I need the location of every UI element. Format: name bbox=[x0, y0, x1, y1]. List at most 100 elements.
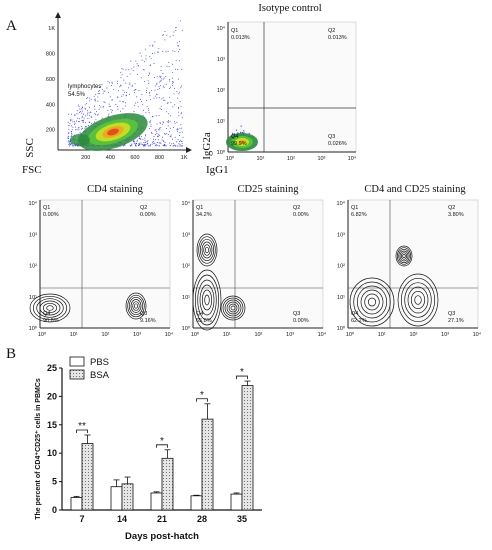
bar-xtick-label: 21 bbox=[157, 514, 167, 524]
contour-title-0: CD4 staining bbox=[87, 184, 143, 195]
contour-q2: Q2 bbox=[448, 205, 455, 211]
contour-q2-value: 3.80% bbox=[448, 212, 464, 218]
contour-ytick: 10⁴ bbox=[29, 200, 38, 207]
isotype-q1-value: 0.013% bbox=[231, 35, 250, 41]
contour-q1-value: 34.2% bbox=[196, 212, 212, 218]
isotype-ytick: 10⁴ bbox=[217, 25, 226, 32]
significance-bracket bbox=[156, 444, 168, 448]
bar-chart: 0 5 10 15 20 25 7 ** 14 21 * 28 * 35 * PBS BSA Days post-… bbox=[35, 356, 262, 542]
scatter-ytick: 600 bbox=[46, 77, 55, 83]
significance-bracket bbox=[236, 375, 248, 380]
bar-bsa bbox=[201, 418, 214, 511]
significance-bracket bbox=[76, 429, 88, 434]
contour-ytick: 10⁴ bbox=[182, 200, 191, 207]
contour-xtick: 10⁴ bbox=[318, 331, 327, 338]
contour-q3-value: 27.1% bbox=[448, 318, 464, 324]
contour-q4: Q4 bbox=[43, 311, 50, 317]
contour-q1-value: 6.82% bbox=[351, 212, 367, 218]
contour-q4-value: 65.8% bbox=[196, 318, 212, 324]
isotype-frame bbox=[227, 21, 357, 153]
contour-blob bbox=[349, 277, 395, 327]
isotype-q2-value: 0.013% bbox=[328, 35, 347, 41]
contour-ytick: 10² bbox=[337, 264, 345, 270]
contour-q3: Q3 bbox=[140, 311, 147, 317]
significance-mark: * bbox=[200, 390, 204, 401]
contour-ytick: 10⁰ bbox=[29, 325, 38, 332]
contour-xtick: 10⁰ bbox=[346, 331, 355, 338]
contour-q4-value: 90.8% bbox=[43, 318, 59, 324]
bar-ytick-label: 0 bbox=[52, 505, 57, 515]
bar-xtick-label: 28 bbox=[197, 514, 207, 524]
contour-blob bbox=[29, 293, 71, 323]
contour-ytick: 10⁴ bbox=[337, 200, 346, 207]
legend-swatch-pbs bbox=[69, 356, 85, 367]
bar-pbs bbox=[70, 497, 83, 511]
contour-ytick: 10³ bbox=[29, 232, 37, 238]
contour-q4: Q4 bbox=[196, 311, 203, 317]
isotype-ytick: 10¹ bbox=[217, 119, 225, 125]
bar-xtick-label: 14 bbox=[117, 514, 127, 524]
isotype-xtick: 10² bbox=[287, 156, 295, 162]
panel-label-b: B bbox=[6, 346, 17, 362]
scatter-xtick: 800 bbox=[155, 155, 164, 161]
isotype-dots bbox=[226, 125, 258, 151]
bar-ylabel: The percent of CD4⁺CD25⁺ cells in PBMCs bbox=[35, 378, 42, 520]
contour-xtick: 10¹ bbox=[223, 332, 231, 338]
contour-q1: Q1 bbox=[43, 205, 50, 211]
legend-label: BSA bbox=[90, 370, 110, 381]
panel-label-a: A bbox=[6, 18, 17, 34]
scatter-ytick: 200 bbox=[46, 128, 55, 134]
bar-ytick-label: 10 bbox=[47, 448, 57, 458]
contour-title-2: CD4 and CD25 staining bbox=[364, 184, 466, 195]
contour-frame bbox=[192, 199, 324, 329]
contour-xtick: 10³ bbox=[286, 332, 294, 338]
isotype-title: Isotype control bbox=[258, 3, 322, 14]
significance-mark: * bbox=[240, 367, 244, 378]
contour-ytick: 10³ bbox=[337, 232, 345, 238]
contour-q1: Q1 bbox=[351, 205, 358, 211]
gate-name: lymphocytes bbox=[68, 84, 101, 90]
bar-pbs bbox=[110, 486, 123, 511]
legend-label: PBS bbox=[90, 357, 109, 368]
bar-bsa bbox=[121, 483, 134, 511]
significance-mark: ** bbox=[78, 421, 86, 432]
contour-ytick: 10³ bbox=[182, 232, 190, 238]
contour-frame bbox=[39, 199, 171, 329]
isotype-xlabel: IgG1 bbox=[206, 164, 229, 176]
isotype-xtick: 10¹ bbox=[256, 156, 264, 162]
contour-blob bbox=[196, 233, 218, 267]
scatter-xtick: 600 bbox=[130, 155, 139, 161]
bar-xtick-label: 7 bbox=[79, 514, 84, 524]
isotype-xtick: 10⁴ bbox=[348, 155, 357, 162]
contour-xtick: 10² bbox=[254, 332, 262, 338]
contour-xtick: 10² bbox=[101, 332, 109, 338]
contour-xtick: 10¹ bbox=[378, 332, 386, 338]
gate-percent: 54.5% bbox=[68, 92, 86, 98]
contour-q2-value: 0.00% bbox=[140, 212, 156, 218]
contour-q1-value: 0.00% bbox=[43, 212, 59, 218]
bar-xtick-label: 35 bbox=[237, 514, 247, 524]
isotype-q3: Q3 bbox=[328, 134, 335, 140]
scatter-plot-fsc-ssc: lymphocytes 54.5% 200 400 600 800 1K 200 400 600 8… bbox=[46, 12, 192, 161]
scatter-xtick: 1K bbox=[181, 155, 188, 161]
isotype-xtick: 10³ bbox=[317, 156, 325, 162]
contour-xtick: 10⁴ bbox=[165, 331, 174, 338]
contour-q4: Q4 bbox=[351, 311, 358, 317]
scatter-xlabel: FSC bbox=[22, 164, 42, 176]
bar-bsa bbox=[81, 443, 94, 511]
contour-blob bbox=[397, 273, 439, 327]
contour-q3: Q3 bbox=[448, 311, 455, 317]
isotype-q2: Q2 bbox=[328, 28, 335, 34]
bar-xlabel: Days post-hatch bbox=[125, 531, 199, 542]
bar-bsa bbox=[241, 385, 254, 511]
contour-q2: Q2 bbox=[140, 205, 147, 211]
scatter-y-arrow bbox=[55, 12, 61, 18]
contour-blob bbox=[125, 292, 147, 320]
legend-swatch-bsa bbox=[69, 369, 85, 380]
bar-pbs bbox=[150, 492, 163, 511]
contour-title-1: CD25 staining bbox=[237, 184, 299, 195]
contour-ytick: 10¹ bbox=[182, 295, 190, 301]
contour-xtick: 10¹ bbox=[70, 332, 78, 338]
